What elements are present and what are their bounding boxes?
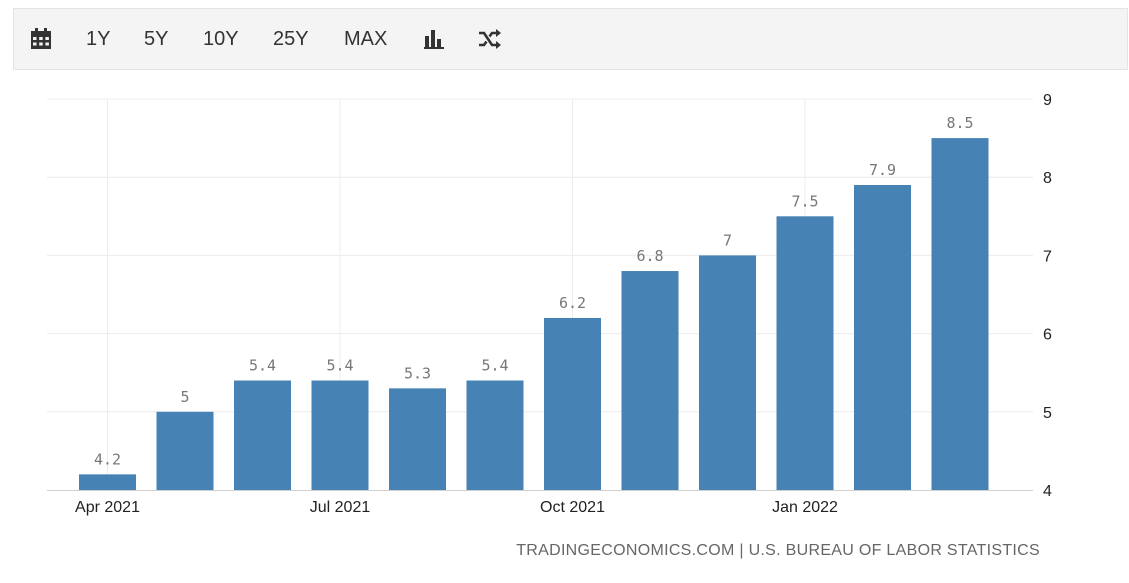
y-tick-label: 5 <box>1043 405 1052 422</box>
bar <box>931 138 989 490</box>
range-25y-button[interactable]: 25Y <box>273 28 309 50</box>
y-tick-label: 7 <box>1043 248 1052 265</box>
data-label: 5.3 <box>404 364 431 382</box>
bar <box>854 185 911 490</box>
bar <box>621 271 679 490</box>
bar <box>234 380 291 490</box>
data-label: 5.4 <box>326 357 353 375</box>
data-label: 5 <box>180 388 189 406</box>
bar <box>466 380 524 490</box>
data-label: 7 <box>723 231 732 249</box>
data-label: 7.9 <box>869 161 896 179</box>
data-label: 4.2 <box>94 450 121 468</box>
x-tick-label: Oct 2021 <box>540 499 605 516</box>
calendar-icon[interactable] <box>29 27 53 51</box>
x-tick-label: Apr 2021 <box>75 499 140 516</box>
bar <box>776 216 834 491</box>
y-tick-label: 8 <box>1043 170 1052 187</box>
shuffle-icon[interactable] <box>477 27 501 51</box>
data-label: 6.2 <box>559 294 586 312</box>
bar <box>699 255 756 490</box>
bar <box>79 474 136 490</box>
bar <box>389 388 446 490</box>
bar <box>156 411 214 490</box>
y-tick-label: 6 <box>1043 327 1052 344</box>
chart-toolbar: 1Y 5Y 10Y 25Y MAX <box>13 8 1128 70</box>
range-5y-button[interactable]: 5Y <box>144 28 169 50</box>
data-label: 5.4 <box>249 357 276 375</box>
y-tick-label: 9 <box>1043 92 1052 109</box>
bar-chart-icon[interactable] <box>422 27 446 51</box>
x-tick-label: Jul 2021 <box>310 499 371 516</box>
bar-chart: 4 5 6 7 8 9 4.2 5 5.4 5.4 5.3 5.4 6.2 6.8 7 7.5 7.9 8.5 Ap… <box>47 92 1052 516</box>
data-label: 8.5 <box>946 114 973 132</box>
data-label: 5.4 <box>481 357 508 375</box>
bar <box>311 380 369 490</box>
range-1y-button[interactable]: 1Y <box>86 28 111 50</box>
data-label: 7.5 <box>791 192 818 210</box>
y-tick-label: 4 <box>1043 483 1052 500</box>
source-attribution: TRADINGECONOMICS.COM | U.S. BUREAU OF LA… <box>516 542 1040 559</box>
chart-area: 4 5 6 7 8 9 4.2 5 5.4 5.4 5.3 5.4 6.2 6.8 7 7.5 7.9 8.5 Ap… <box>0 70 1129 583</box>
x-tick-label: Jan 2022 <box>772 499 838 516</box>
range-max-button[interactable]: MAX <box>344 28 388 50</box>
range-10y-button[interactable]: 10Y <box>203 28 239 50</box>
data-label: 6.8 <box>636 247 663 265</box>
bar <box>544 317 601 490</box>
